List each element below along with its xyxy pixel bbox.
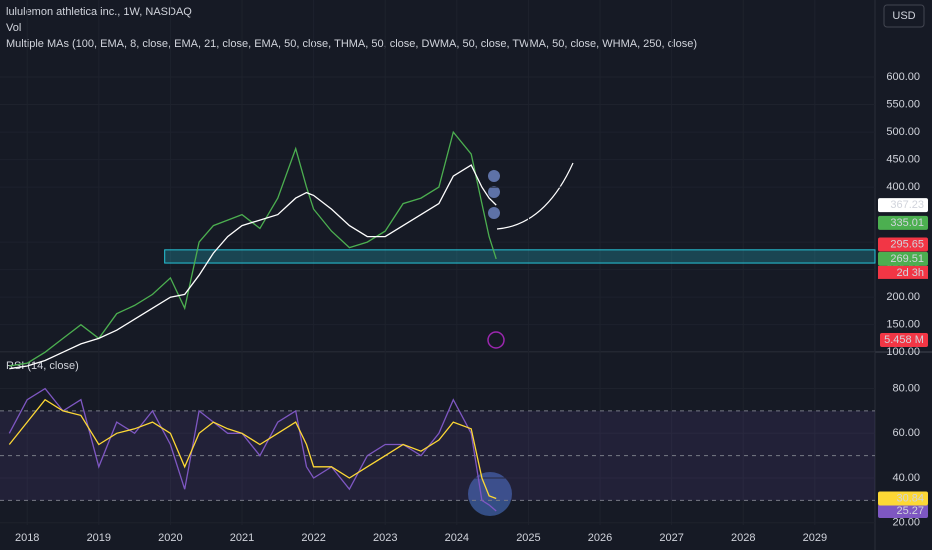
series-line: [8, 398, 497, 500]
last-value-label: 30.84: [896, 492, 924, 504]
last-value-label-badge: [878, 491, 928, 506]
support-zone: [164, 249, 876, 264]
x-tick-label: 2026: [588, 532, 612, 544]
last-value-label-badge: [878, 251, 928, 266]
price-label-badge: [878, 215, 928, 230]
countdown-badge: [878, 265, 928, 279]
y-tick-label: 600.00: [886, 71, 920, 83]
y-tick-label: 80.00: [892, 382, 920, 394]
last-value-label: 25.27: [896, 505, 924, 517]
price-label-badge: [878, 237, 928, 252]
y-tick-label: 550.00: [886, 98, 920, 110]
x-tick-label: 2023: [373, 532, 397, 544]
y-tick-label: 450.00: [886, 153, 920, 165]
y-tick-label: 150.00: [886, 319, 920, 331]
x-tick-label: 2019: [87, 532, 111, 544]
last-value-label-badge: [878, 503, 928, 518]
y-tick-label: 400.00: [886, 181, 920, 193]
countdown: 2d 3h: [896, 267, 924, 279]
x-tick-label: 2028: [731, 532, 755, 544]
y-tick-label: 60.00: [892, 427, 920, 439]
price-label: 295.65: [890, 238, 924, 250]
x-tick-label: 2029: [803, 532, 827, 544]
price-label: 335.01: [890, 217, 924, 229]
rsi-title: RSI (14, close): [6, 360, 79, 372]
indicator-title: Multiple MAs (100, EMA, 8, close, EMA, 2…: [6, 38, 697, 50]
x-tick-label: 2024: [445, 532, 469, 544]
projection-curve: [496, 162, 574, 230]
volume-title: Vol: [6, 22, 21, 34]
volume-badge: [880, 333, 928, 347]
x-tick-label: 2027: [659, 532, 683, 544]
x-tick-label: 2025: [516, 532, 540, 544]
y-tick-label: 200.00: [886, 291, 920, 303]
currency[interactable]: USD: [892, 10, 915, 22]
y-tick-label: 500.00: [886, 126, 920, 138]
volume-label: 5.458 M: [884, 334, 924, 346]
y-tick-label: 100.00: [886, 346, 920, 358]
x-tick-label: 2020: [158, 532, 182, 544]
annotation-circle: [488, 207, 500, 219]
last-value-label-badge: [878, 198, 928, 213]
y-tick-label: 40.00: [892, 472, 920, 484]
annotation-circle: [488, 170, 500, 182]
annotation-circle: [488, 186, 500, 198]
x-tick-label: 2021: [230, 532, 254, 544]
last-value-label: 269.51: [890, 253, 924, 265]
series-line: [9, 164, 497, 370]
x-tick-label: 2022: [301, 532, 325, 544]
x-tick-label: 2018: [15, 532, 39, 544]
last-value-label: 367.23: [890, 199, 924, 211]
y-tick-label: 20.00: [892, 517, 920, 529]
event-icon[interactable]: [487, 331, 505, 349]
series-line: [9, 130, 497, 367]
currency-box[interactable]: [883, 4, 925, 28]
